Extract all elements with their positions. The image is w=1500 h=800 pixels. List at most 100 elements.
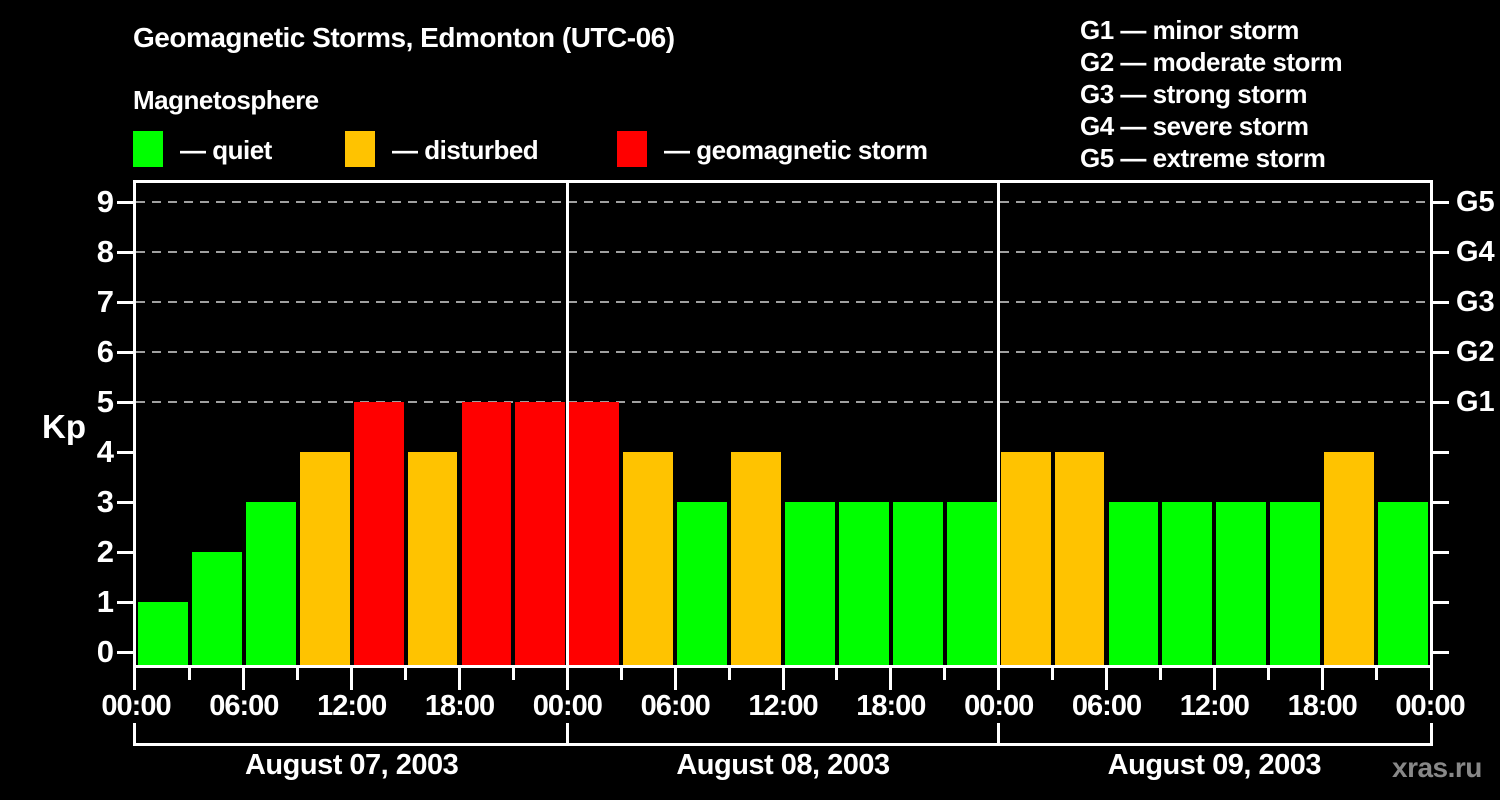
x-tick-label: 18:00 [424,690,495,722]
y-tick-left-0 [117,651,133,654]
g-legend-line-2: G2 — moderate storm [1080,47,1343,77]
y-tick-left-1 [117,601,133,604]
x-tick-label: 18:00 [856,690,926,722]
x-tick-label: 00:00 [101,690,171,722]
legend-item-label: — geomagnetic storm [664,135,928,165]
right-axis-label-g5: G5 [1456,186,1495,218]
x-tick-label: 00:00 [1395,690,1465,722]
x-tick-3h [188,668,192,680]
y-tick-right-6 [1433,351,1449,354]
x-tick-label: 00:00 [532,690,603,722]
kp-bar-day1-5 [353,402,404,665]
g-legend-line-4: G4 — severe storm [1080,111,1309,141]
y-tick-left-3 [117,501,133,504]
x-tick-45h [943,668,947,680]
x-tick-66h [1320,668,1324,690]
x-tick-24h [565,668,569,690]
kp-bar-day1-2 [191,552,242,665]
y-tick-label-8: 8 [96,234,114,269]
kp-bar-day3-8 [1378,502,1428,665]
x-tick-0h [133,668,136,690]
chart-subtitle: Magnetosphere [133,85,319,115]
right-axis-label-g1: G1 [1456,386,1495,418]
y-tick-label-4: 4 [96,434,114,469]
x-tick-12h [350,668,354,690]
kp-bar-day3-7 [1324,452,1375,665]
x-tick-6h [242,668,246,690]
x-tick-21h [511,668,515,680]
y-tick-left-5 [117,401,133,404]
y-tick-right-1 [1433,601,1449,604]
date-bracket-tick-1 [565,723,569,746]
kp-bar-day3-5 [1216,502,1267,665]
gridline-kp5 [136,401,1430,403]
x-tick-54h [1105,668,1108,690]
y-tick-right-8 [1433,251,1449,254]
x-tick-label: 18:00 [1287,690,1358,722]
date-bracket-tick-3 [1429,723,1433,746]
x-tick-48h [997,668,1001,690]
y-tick-left-8 [117,251,133,254]
x-tick-label: 12:00 [1179,690,1250,722]
y-tick-label-2: 2 [96,534,114,569]
date-bracket-tick-0 [133,723,136,746]
g-legend-line-3: G3 — strong storm [1080,79,1307,109]
x-tick-label: 00:00 [964,690,1034,722]
y-tick-label-0: 0 [96,634,114,669]
y-tick-label-6: 6 [96,334,114,369]
y-tick-right-5 [1433,401,1449,404]
x-tick-27h [619,668,623,680]
x-tick-51h [1051,668,1055,680]
date-label-day3: August 09, 2003 [1107,749,1322,781]
date-label-day1: August 07, 2003 [244,749,459,781]
disturbed-swatch-icon [345,131,375,167]
x-tick-39h [835,668,839,680]
kp-bar-day2-1 [569,402,620,665]
kp-color-legend: — quiet — disturbed — geomagnetic storm [133,130,1033,170]
kp-bar-day2-4 [731,452,781,665]
x-tick-57h [1158,668,1162,680]
kp-bar-day1-8 [515,402,566,665]
gridline-kp9 [136,201,1430,203]
kp-bar-day3-2 [1054,452,1105,665]
right-axis-label-g4: G4 [1456,236,1495,268]
x-tick-label: 12:00 [317,690,387,722]
y-axis-title: Kp [42,408,86,445]
kp-bar-day3-6 [1270,502,1321,665]
kp-bar-day2-3 [677,502,728,665]
right-axis-label-g3: G3 [1456,286,1495,318]
x-tick-36h [781,668,785,690]
kp-bar-day2-2 [623,452,674,665]
y-tick-right-3 [1433,501,1449,504]
y-tick-right-9 [1433,201,1449,204]
gridline-kp8 [136,251,1430,253]
date-bracket-line [133,743,1433,746]
x-tick-63h [1266,668,1270,680]
day-separator-1 [565,183,569,665]
y-tick-right-7 [1433,301,1449,304]
x-tick-15h [404,668,408,680]
kp-bar-day1-6 [407,452,458,665]
y-tick-label-1: 1 [96,584,114,619]
kp-bar-day3-3 [1108,502,1159,665]
watermark: xras.ru [1392,752,1482,783]
x-tick-label: 12:00 [748,690,818,722]
right-axis-label-g2: G2 [1456,336,1495,368]
kp-bar-day1-1 [138,602,188,665]
kp-bar-day3-4 [1162,502,1213,665]
chart-title: Geomagnetic Storms, Edmonton (UTC-06) [133,22,675,53]
x-tick-72h [1429,668,1433,690]
gridline-kp6 [136,351,1430,353]
x-tick-label: 06:00 [209,690,279,722]
x-tick-30h [673,668,677,690]
kp-bar-day1-7 [461,402,512,665]
y-tick-label-5: 5 [96,384,114,419]
x-tick-60h [1212,668,1216,690]
date-bracket-tick-2 [997,723,1001,746]
kp-bar-day1-4 [299,452,350,665]
y-tick-right-4 [1433,451,1449,454]
day-separator-2 [997,183,1001,665]
y-tick-label-9: 9 [96,184,114,219]
x-tick-33h [727,668,731,680]
kp-bar-day2-5 [785,502,835,665]
